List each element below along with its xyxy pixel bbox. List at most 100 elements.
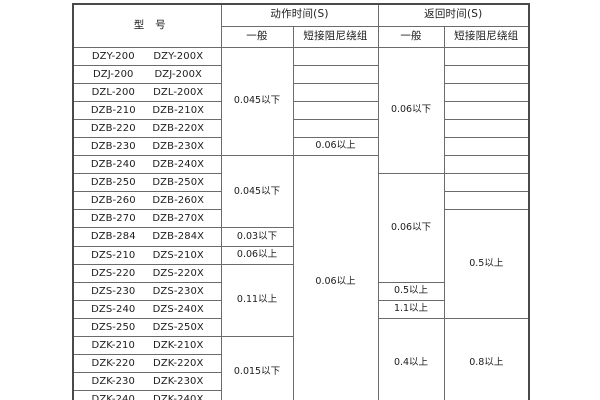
table-body: DZY-200 DZY-200X 0.045以下 0.06以下 DZJ-200 DZJ-2… xyxy=(72,46,530,400)
cell-return-damping xyxy=(443,155,530,175)
cell-action-general: 0.015以下 xyxy=(220,335,294,400)
cell-action-damping xyxy=(292,64,379,84)
cell-model: DZB-250 DZB-250X xyxy=(72,173,222,193)
cell-return-damping xyxy=(443,82,530,102)
model-code-variant: DZS-220X xyxy=(152,267,204,279)
cell-model: DZB-220 DZB-220X xyxy=(72,118,222,138)
table-row: DZS-230 DZS-230X 0.5以上 xyxy=(72,281,529,301)
table-row: DZK-240 DZK-240X xyxy=(72,390,529,400)
model-code-primary: DZS-230 xyxy=(91,285,136,297)
spec-table-container: 型 号 动作时间(S) 返回时间(S) 一般 短接阻尼绕组 一般 短接阻尼绕组 … xyxy=(72,3,531,400)
model-code-variant: DZB-230X xyxy=(152,141,205,153)
header-action-time: 动作时间(S) xyxy=(220,3,379,27)
model-code-variant: DZK-240X xyxy=(153,394,204,400)
table-row: DZB-230 DZB-230X 0.06以上 xyxy=(72,136,530,157)
model-code-variant: DZS-250X xyxy=(152,321,204,333)
table-row: DZB-240 DZB-240X 0.045以下 0.06以上 xyxy=(72,155,530,400)
header-action-general: 一般 xyxy=(220,25,294,48)
model-code-primary: DZB-284 xyxy=(90,231,136,243)
cell-action-damping xyxy=(292,46,379,66)
model-code-variant: DZL-200X xyxy=(153,86,204,98)
cell-action-damping xyxy=(292,82,379,102)
model-code-primary: DZS-250 xyxy=(91,321,136,333)
cell-action-damping xyxy=(292,100,379,120)
cell-return-damping xyxy=(443,118,530,138)
model-code-primary: DZK-210 xyxy=(91,340,135,352)
table-row: DZK-230 DZK-230X xyxy=(72,372,529,392)
model-code-variant: DZS-210X xyxy=(152,249,204,261)
header-model: 型 号 xyxy=(72,3,222,48)
model-code-primary: DZB-240 xyxy=(90,159,136,171)
cell-return-damping xyxy=(443,64,530,84)
table-row: DZK-220 DZK-220X xyxy=(72,354,529,374)
model-code-variant: DZB-250X xyxy=(152,177,205,189)
table-row: DZS-240 DZS-240X 1.1以上 xyxy=(72,299,529,319)
cell-return-damping xyxy=(443,100,530,120)
table-head: 型 号 动作时间(S) 返回时间(S) 一般 短接阻尼绕组 一般 短接阻尼绕组 xyxy=(72,3,530,48)
cell-return-general: 0.4以上 xyxy=(377,317,445,400)
model-code-variant: DZB-210X xyxy=(152,104,205,116)
table-row: DZJ-200 DZJ-200X xyxy=(72,64,530,84)
relay-spec-table: 型 号 动作时间(S) 返回时间(S) 一般 短接阻尼绕组 一般 短接阻尼绕组 … xyxy=(72,3,531,400)
header-return-time: 返回时间(S) xyxy=(377,3,530,27)
cell-model: DZS-230 DZS-230X xyxy=(72,281,222,301)
model-code-primary: DZK-220 xyxy=(91,358,135,370)
header-action-damping: 短接阻尼绕组 xyxy=(292,25,379,48)
cell-action-general: 0.03以下 xyxy=(220,227,294,247)
cell-return-damping: 0.8以上 xyxy=(443,317,530,400)
cell-model: DZB-284 DZB-284X xyxy=(72,227,222,247)
cell-action-general: 0.11以上 xyxy=(220,263,294,338)
cell-model: DZS-250 DZS-250X xyxy=(72,317,222,338)
model-code-variant: DZY-200X xyxy=(153,50,204,62)
cell-return-damping xyxy=(443,46,530,66)
table-row: DZY-200 DZY-200X 0.045以下 0.06以下 xyxy=(72,46,530,175)
model-code-variant: DZJ-200X xyxy=(154,68,202,80)
model-code-primary: DZL-200 xyxy=(91,86,135,98)
table-row: DZB-210 DZB-210X xyxy=(72,100,530,120)
cell-model: DZB-240 DZB-240X xyxy=(72,155,222,175)
cell-model: DZS-240 DZS-240X xyxy=(72,299,222,319)
model-code-primary: DZY-200 xyxy=(91,50,135,62)
cell-model: DZK-210 DZK-210X xyxy=(72,335,222,356)
model-code-variant: DZB-284X xyxy=(152,231,205,243)
cell-return-damping xyxy=(443,191,530,211)
model-code-variant: DZK-230X xyxy=(153,376,204,388)
header-row-top: 型 号 动作时间(S) 返回时间(S) xyxy=(72,3,530,48)
table-row: DZB-270 DZB-270X 0.5以上 xyxy=(72,209,530,319)
table-row: DZS-220 DZS-220X 0.11以上 xyxy=(72,263,529,338)
cell-model: DZB-260 DZB-260X xyxy=(72,191,222,211)
header-return-damping: 短接阻尼绕组 xyxy=(443,25,530,48)
header-return-general: 一般 xyxy=(377,25,445,48)
cell-action-damping: 0.06以上 xyxy=(292,136,379,157)
model-code-variant: DZK-220X xyxy=(153,358,204,370)
cell-return-damping: 0.5以上 xyxy=(443,209,530,319)
model-code-primary: DZB-260 xyxy=(90,195,136,207)
cell-return-general: 1.1以上 xyxy=(377,299,445,319)
cell-model: DZB-210 DZB-210X xyxy=(72,100,222,120)
cell-model: DZK-220 DZK-220X xyxy=(72,354,222,374)
cell-model: DZK-240 DZK-240X xyxy=(72,390,222,400)
model-code-variant: DZB-260X xyxy=(152,195,205,207)
header-row-sub: 一般 短接阻尼绕组 一般 短接阻尼绕组 xyxy=(73,25,530,48)
model-code-variant: DZK-210X xyxy=(153,340,204,352)
cell-model: DZK-230 DZK-230X xyxy=(72,372,222,392)
table-row: DZB-250 DZB-250X 0.06以下 xyxy=(72,173,530,283)
table-row: DZB-260 DZB-260X xyxy=(72,191,530,211)
cell-return-general: 0.5以上 xyxy=(377,281,445,301)
model-code-variant: DZB-220X xyxy=(152,122,205,134)
cell-model: DZB-230 DZB-230X xyxy=(72,136,222,157)
model-code-primary: DZK-240 xyxy=(91,394,135,400)
model-code-variant: DZS-240X xyxy=(152,303,204,315)
model-code-variant: DZS-230X xyxy=(152,285,204,297)
table-row: DZB-284 DZB-284X 0.03以下 xyxy=(72,227,529,247)
model-code-primary: DZB-250 xyxy=(90,177,136,189)
model-code-primary: DZJ-200 xyxy=(92,68,134,80)
cell-return-general: 0.06以下 xyxy=(377,46,445,175)
table-row: DZS-250 DZS-250X 0.4以上 0.8以上 xyxy=(72,317,530,400)
cell-return-damping xyxy=(443,136,530,157)
cell-return-damping xyxy=(443,173,530,193)
cell-model: DZS-220 DZS-220X xyxy=(72,263,222,283)
table-row: DZS-210 DZS-210X 0.06以上 xyxy=(72,245,529,265)
cell-return-general: 0.06以下 xyxy=(377,173,445,283)
model-code-primary: DZS-210 xyxy=(91,249,136,261)
